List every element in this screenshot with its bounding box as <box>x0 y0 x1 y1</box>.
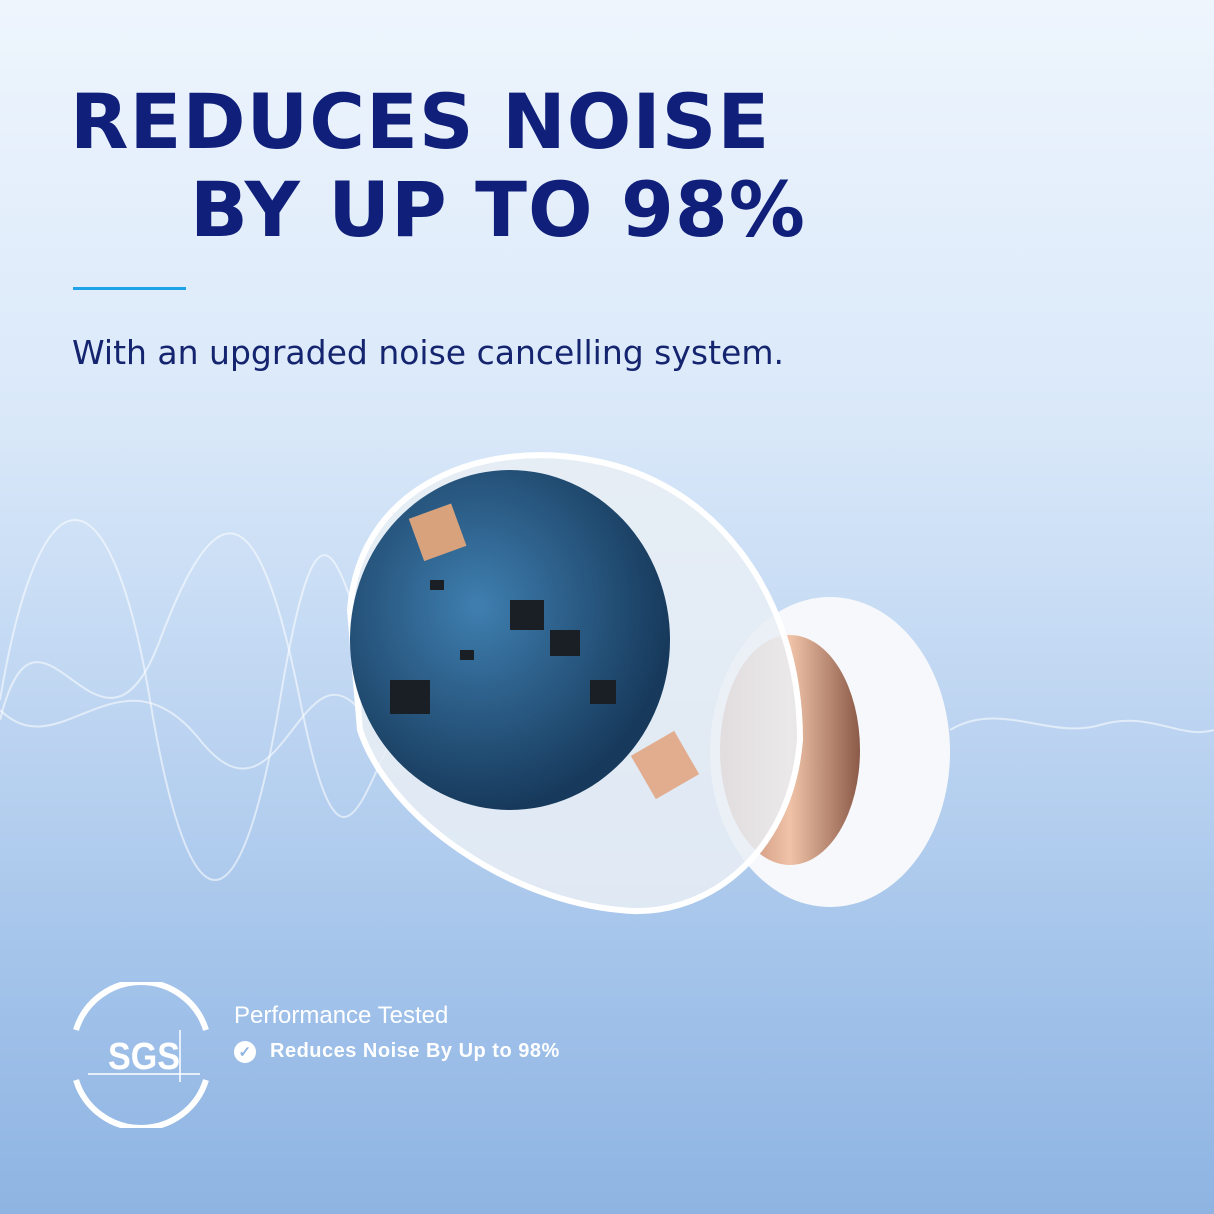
earbud-image <box>346 452 950 915</box>
accent-divider <box>73 287 186 290</box>
check-circle-icon: ✓ <box>234 1040 256 1063</box>
noise-claim-text: Reduces Noise By Up to 98% <box>270 1040 560 1062</box>
subtitle: With an upgraded noise cancelling system… <box>72 333 784 372</box>
headline-line1: REDUCES NOISE <box>70 77 771 166</box>
headline-line2: BY UP TO 98% <box>190 165 806 254</box>
svg-text:SGS: SGS <box>108 1036 180 1078</box>
headline: REDUCES NOISE BY UP TO 98% <box>70 78 806 254</box>
noise-claim: ✓ Reduces Noise By Up to 98% <box>234 1040 560 1063</box>
performance-tested-label: Performance Tested <box>234 1002 449 1029</box>
sgs-logo: SGS <box>73 982 209 1128</box>
sound-wave-graphic <box>0 519 1214 881</box>
